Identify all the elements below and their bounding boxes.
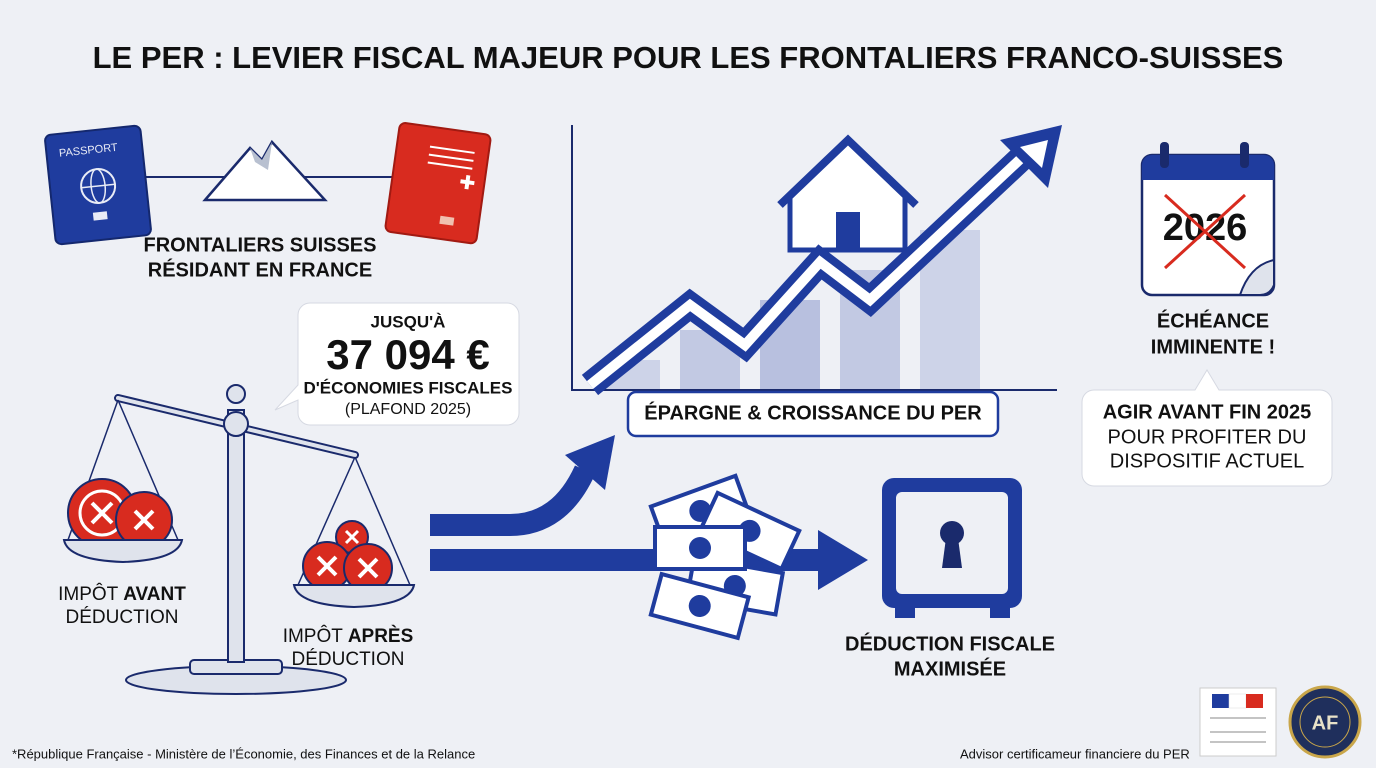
- label-part: IMPÔT: [283, 625, 348, 647]
- frontaliers-icons-part-part: [439, 215, 455, 226]
- frontaliers-icons-part-part: [464, 175, 471, 190]
- scale-icon-part: [357, 557, 379, 579]
- money-icon: [648, 473, 802, 641]
- logo-af: [1288, 685, 1362, 759]
- calendar-icon-part: [1238, 258, 1275, 296]
- calendar-cross: [1163, 193, 1247, 270]
- safe-icon-part: [990, 608, 1010, 618]
- flow-arrows-part: [430, 465, 596, 536]
- growth-chart-part: [1020, 140, 1048, 168]
- logo-republique-part: [1228, 693, 1247, 709]
- money-bill: [653, 525, 747, 571]
- savings-callout-part: [274, 302, 520, 426]
- scale-icon-part: [354, 456, 411, 586]
- footer-left: *République Française - Ministère de l’É…: [12, 746, 475, 761]
- scale-icon-part: [62, 539, 184, 564]
- scale-icon-part: [344, 529, 360, 545]
- frontaliers-icons-part: [384, 122, 492, 245]
- logo-republique: [1199, 687, 1277, 757]
- growth-chart-part: [836, 212, 860, 252]
- after-label: IMPÔT APRÈS: [283, 625, 414, 647]
- frontaliers-icons-part-part: [384, 122, 492, 245]
- safe-icon: [882, 478, 1022, 618]
- frontaliers-icons-part-part: [44, 124, 152, 246]
- deadline-callout-text: POUR PROFITER DU: [1108, 426, 1307, 448]
- frontaliers-icons-part-part: [92, 211, 108, 221]
- scale-icon-part: [316, 555, 338, 577]
- scale-icon-part: [90, 501, 114, 525]
- frontaliers-label: FRONTALIERS SUISSES: [144, 234, 377, 256]
- label-bold: APRÈS: [348, 625, 413, 647]
- money-icon-part-part: [688, 594, 711, 617]
- frontaliers-icons-part: PASSPORT: [44, 124, 152, 246]
- footer-right: Advisor certificameur financiere du PER: [960, 746, 1190, 761]
- frontaliers-icons-part: [250, 142, 272, 170]
- frontaliers-icons-part-part: [429, 145, 475, 154]
- safe-icon-part: [942, 538, 962, 568]
- scale-icon-part: [133, 509, 155, 531]
- before-label: DÉDUCTION: [66, 607, 179, 628]
- deduction-label: MAXIMISÉE: [894, 657, 1006, 680]
- callout-prefix: JUSQU'À: [371, 312, 446, 331]
- scale-icon: [62, 384, 416, 695]
- after-label: DÉDUCTION: [292, 649, 405, 670]
- growth-chart-part: [586, 146, 1034, 389]
- money-icon-part: [648, 571, 752, 641]
- deadline-callout-text: AGIR AVANT FIN 2025: [1103, 401, 1312, 423]
- before-label: IMPÔT AVANT: [58, 583, 186, 605]
- calendar-icon-part: [1240, 142, 1249, 168]
- calendar-icon-part: [1160, 142, 1169, 168]
- scale-icon-part: [226, 384, 246, 404]
- deadline-label: ÉCHÉANCE: [1157, 309, 1269, 332]
- savings-callout: [274, 302, 520, 426]
- deadline-callout: [1081, 369, 1333, 487]
- calendar-year: 2026: [1163, 207, 1248, 249]
- scale-icon-part: [227, 409, 245, 663]
- logo-republique-part: [1246, 694, 1263, 708]
- money-icon-part: [689, 537, 711, 559]
- growth-label: ÉPARGNE & CROISSANCE DU PER: [644, 401, 982, 424]
- deduction-label: DÉDUCTION FISCALE: [845, 632, 1055, 655]
- growth-chart: [571, 125, 1062, 438]
- logo-af-part: [1299, 696, 1351, 748]
- label-bold: AVANT: [123, 584, 186, 605]
- frontaliers-icons-part-part: [427, 161, 473, 170]
- callout-amount: 37 094 €: [326, 331, 490, 378]
- callout-text: D'ÉCONOMIES FISCALES: [303, 378, 512, 397]
- label-part: IMPÔT: [58, 583, 123, 605]
- growth-chart-part: [626, 390, 1000, 438]
- frontaliers-icons-part-part: [428, 153, 474, 162]
- scale-icon-part: [223, 411, 249, 437]
- scale-icon-part: [292, 584, 416, 609]
- title: LE PER : LEVIER FISCAL MAJEUR POUR LES F…: [93, 40, 1284, 75]
- flow-arrows-part: [565, 435, 615, 490]
- growth-chart-part: [571, 125, 1057, 391]
- growth-chart-part: [777, 134, 919, 208]
- frontaliers-label: RÉSIDANT EN FRANCE: [148, 258, 372, 281]
- flow-arrows-part: [818, 530, 868, 590]
- logo-republique-part: [1212, 694, 1229, 708]
- frontaliers-icons-part-part: [81, 183, 116, 189]
- deadline-callout-text: DISPOSITIF ACTUEL: [1110, 450, 1304, 472]
- deadline-label: IMMINENTE !: [1151, 336, 1275, 358]
- logo-text: AF: [1312, 712, 1339, 734]
- safe-icon-part: [895, 608, 915, 618]
- frontaliers-icons: PASSPORT: [44, 122, 492, 246]
- callout-note: (PLAFOND 2025): [345, 401, 471, 418]
